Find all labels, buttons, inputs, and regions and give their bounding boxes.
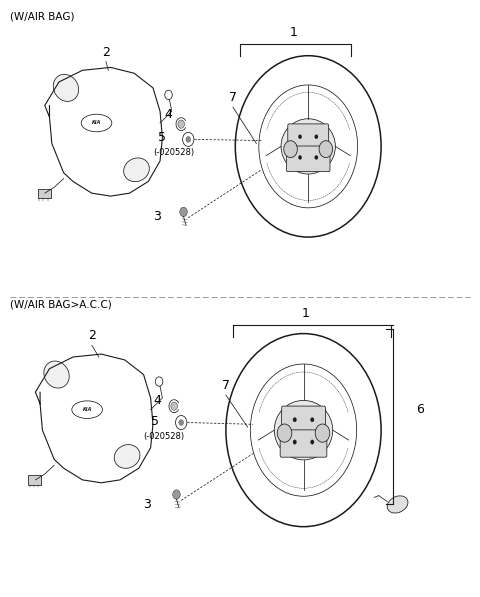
Bar bbox=[38, 189, 51, 198]
Text: 4: 4 bbox=[153, 395, 161, 407]
Text: 2: 2 bbox=[102, 45, 110, 59]
Bar bbox=[28, 475, 41, 485]
Text: 2: 2 bbox=[88, 330, 96, 343]
Ellipse shape bbox=[281, 119, 336, 174]
Text: (W/AIR BAG>A.C.C): (W/AIR BAG>A.C.C) bbox=[10, 300, 111, 310]
Ellipse shape bbox=[274, 401, 333, 460]
Text: 7: 7 bbox=[229, 91, 237, 104]
Text: 3: 3 bbox=[153, 210, 161, 223]
Text: 6: 6 bbox=[416, 403, 424, 416]
Circle shape bbox=[315, 135, 318, 139]
Text: 4: 4 bbox=[165, 107, 173, 121]
Text: 1: 1 bbox=[302, 307, 310, 320]
FancyBboxPatch shape bbox=[280, 430, 327, 457]
Circle shape bbox=[180, 207, 187, 217]
Ellipse shape bbox=[53, 75, 79, 101]
Circle shape bbox=[173, 490, 180, 499]
FancyBboxPatch shape bbox=[287, 146, 330, 171]
Circle shape bbox=[186, 137, 191, 142]
Ellipse shape bbox=[124, 158, 149, 181]
Circle shape bbox=[284, 141, 297, 158]
Text: 5: 5 bbox=[151, 415, 158, 428]
Text: (W/AIR BAG): (W/AIR BAG) bbox=[10, 12, 74, 22]
Circle shape bbox=[179, 420, 183, 426]
Circle shape bbox=[277, 424, 292, 442]
Text: KIA: KIA bbox=[92, 121, 101, 125]
Text: 7: 7 bbox=[222, 379, 230, 392]
FancyBboxPatch shape bbox=[288, 124, 329, 147]
Text: 5: 5 bbox=[157, 131, 166, 144]
Circle shape bbox=[319, 141, 333, 158]
Text: (-020528): (-020528) bbox=[144, 432, 185, 441]
Ellipse shape bbox=[387, 496, 408, 513]
Text: 1: 1 bbox=[290, 26, 298, 39]
FancyBboxPatch shape bbox=[282, 406, 325, 430]
Circle shape bbox=[293, 440, 297, 444]
Circle shape bbox=[293, 417, 297, 422]
Ellipse shape bbox=[44, 361, 69, 388]
Circle shape bbox=[171, 402, 178, 410]
Text: KIA: KIA bbox=[83, 407, 92, 412]
Circle shape bbox=[311, 440, 314, 444]
Circle shape bbox=[311, 417, 314, 422]
Circle shape bbox=[315, 155, 318, 159]
Circle shape bbox=[315, 424, 330, 442]
Circle shape bbox=[178, 120, 184, 128]
Circle shape bbox=[299, 155, 302, 159]
Ellipse shape bbox=[114, 445, 140, 468]
Text: (-020528): (-020528) bbox=[153, 147, 194, 156]
Circle shape bbox=[299, 135, 302, 139]
Text: 3: 3 bbox=[144, 498, 152, 511]
